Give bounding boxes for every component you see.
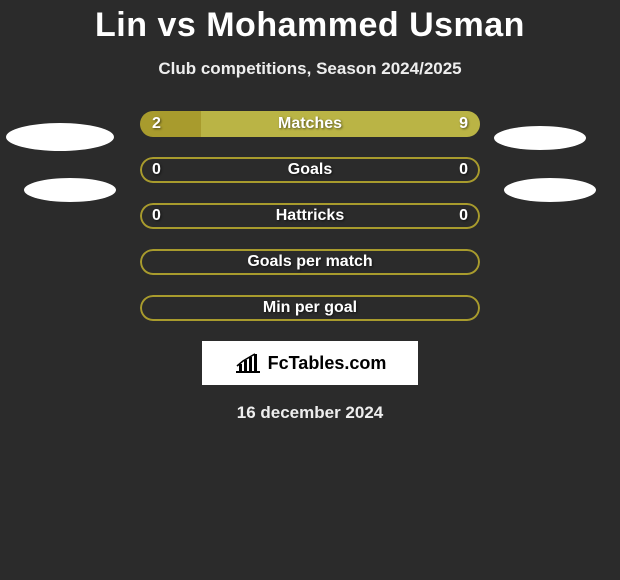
- stat-row-hattricks: Hattricks0 0: [140, 203, 480, 229]
- stat-value-left: 0: [152, 157, 161, 183]
- player-placeholder-left-mid: [24, 178, 116, 202]
- stat-fill-right: [201, 111, 480, 137]
- stat-outline: [140, 295, 480, 321]
- stat-label: Min per goal: [140, 295, 480, 321]
- brand-text: FcTables.com: [268, 353, 387, 374]
- subtitle: Club competitions, Season 2024/2025: [0, 59, 620, 79]
- stat-label: Goals per match: [140, 249, 480, 275]
- stat-fill-left: [140, 111, 201, 137]
- player-placeholder-right-top: [494, 126, 586, 150]
- brand-badge: FcTables.com: [202, 341, 418, 385]
- stat-row-min-per-goal: Min per goal: [140, 295, 480, 321]
- stat-outline: [140, 249, 480, 275]
- stat-value-right: 0: [459, 203, 468, 229]
- bar-chart-icon: [234, 352, 262, 374]
- stat-value-right: 0: [459, 157, 468, 183]
- player-placeholder-left-top: [6, 123, 114, 151]
- stat-label: Goals: [140, 157, 480, 183]
- stat-outline: [140, 157, 480, 183]
- stat-row-goals: Goals0 0: [140, 157, 480, 183]
- date-label: 16 december 2024: [0, 403, 620, 423]
- stat-value-left: 0: [152, 203, 161, 229]
- player-placeholder-right-mid: [504, 178, 596, 202]
- stat-label: Hattricks: [140, 203, 480, 229]
- stat-outline: [140, 203, 480, 229]
- page-title: Lin vs Mohammed Usman: [0, 0, 620, 45]
- stat-row-goals-per-match: Goals per match: [140, 249, 480, 275]
- stat-row-matches: Matches29: [140, 111, 480, 137]
